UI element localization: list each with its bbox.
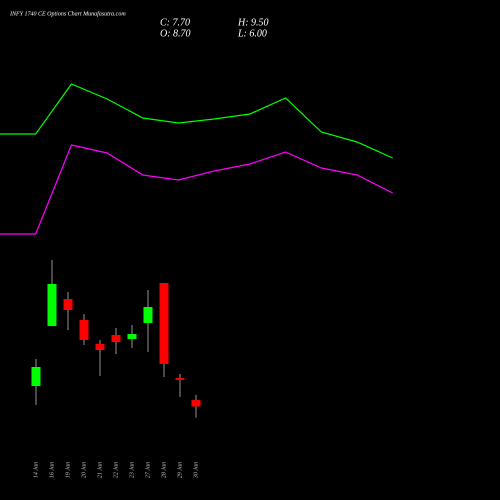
candle-body — [175, 378, 185, 381]
x-tick-label: 16 Jan — [49, 462, 55, 478]
candle-body — [31, 367, 41, 387]
x-tick-label: 19 Jan — [65, 462, 71, 478]
x-tick-label: 22 Jan — [113, 462, 119, 478]
x-tick-label: 30 Jan — [193, 462, 199, 479]
candle-body — [79, 320, 89, 341]
chart-title: INFY 1740 CE Options Chart Munafasutra.c… — [9, 10, 126, 17]
header-label: L: 6.00 — [237, 28, 267, 39]
x-tick-label: 28 Jan — [161, 462, 167, 478]
x-tick-label: 29 Jan — [177, 462, 183, 478]
candle-body — [127, 334, 137, 340]
candle-body — [159, 283, 169, 365]
header-label: H: 9.50 — [237, 17, 269, 28]
x-tick-label: 14 Jan — [32, 462, 39, 478]
x-tick-label: 23 Jan — [129, 462, 135, 478]
indicator-line — [0, 144, 393, 235]
x-tick-label: 21 Jan — [97, 462, 103, 478]
x-tick-label: 27 Jan — [145, 462, 151, 478]
candle-body — [63, 299, 73, 310]
x-tick-label: 20 Jan — [81, 462, 87, 478]
candle-body — [95, 343, 105, 351]
candle-body — [191, 400, 201, 407]
candle-body — [143, 307, 153, 323]
header-label: O: 8.70 — [160, 28, 191, 39]
indicator-line — [0, 83, 393, 159]
candle-body — [47, 283, 57, 327]
header-label: C: 7.70 — [160, 17, 190, 28]
candle-body — [111, 335, 121, 343]
